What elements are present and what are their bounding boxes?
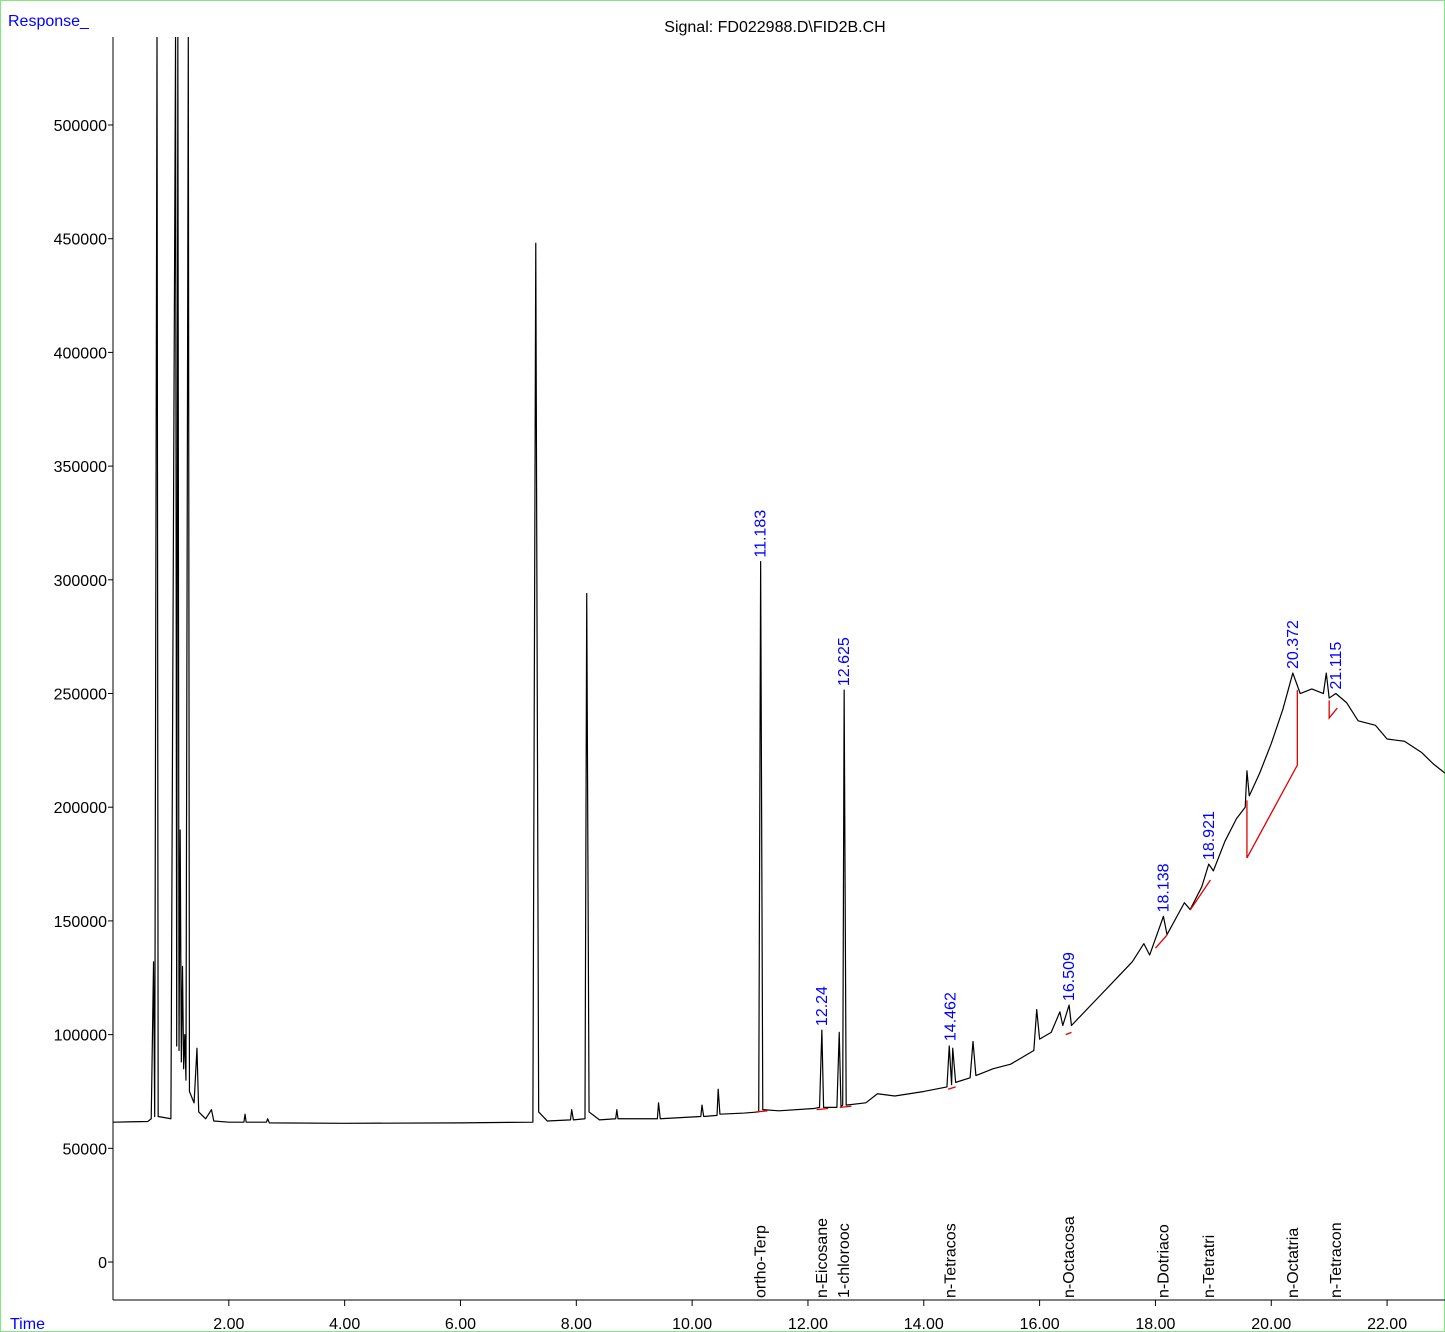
- y-tick-label: 0: [98, 1255, 107, 1272]
- compound-label: n-Octacosa: [1061, 1216, 1078, 1298]
- y-tick-label: 50000: [63, 1141, 108, 1158]
- y-tick-label: 250000: [54, 687, 107, 704]
- compound-label: n-Octatria: [1285, 1228, 1302, 1298]
- peak-time-label: 18.921: [1201, 811, 1218, 860]
- integration-baseline: [816, 1107, 829, 1111]
- x-tick-label: 8.00: [561, 1316, 592, 1332]
- compound-label: n-Tetratri: [1201, 1235, 1218, 1298]
- plot-area: [113, 37, 1445, 1124]
- y-tick-label: 150000: [54, 914, 107, 931]
- y-tick-label: 300000: [54, 573, 107, 590]
- peak-time-label: 20.372: [1285, 620, 1302, 669]
- y-tick-label: 350000: [54, 459, 107, 476]
- y-tick-label: 450000: [54, 232, 107, 249]
- integration-baseline: [839, 1105, 852, 1109]
- x-tick-label: 4.00: [329, 1316, 360, 1332]
- x-tick-label: 22.00: [1367, 1316, 1407, 1332]
- peak-time-label: 12.625: [836, 637, 853, 686]
- peak-time-label: 11.183: [753, 510, 770, 558]
- integration-baseline: [1154, 934, 1168, 949]
- peak-time-label: 16.509: [1061, 952, 1078, 1001]
- y-tick-label: 200000: [54, 800, 107, 817]
- compound-label: 1-chlorooc: [836, 1223, 853, 1298]
- x-tick-label: 14.00: [904, 1316, 944, 1332]
- compound-label: ortho-Terp: [753, 1225, 770, 1298]
- integration-baseline: [1065, 1031, 1072, 1036]
- integration-baseline: [1328, 700, 1338, 720]
- y-tick-label: 500000: [54, 118, 107, 135]
- x-tick-label: 18.00: [1135, 1316, 1175, 1332]
- compound-label: n-Tetracos: [943, 1223, 960, 1298]
- signal-trace: [113, 37, 1445, 1124]
- integration-baseline: [947, 1086, 956, 1090]
- integration-baseline: [1189, 879, 1211, 911]
- chart-title: Signal: FD022988.D\FID2B.CH: [664, 19, 885, 36]
- compound-label: n-Tetracon: [1328, 1222, 1345, 1298]
- x-tick-label: 12.00: [788, 1316, 828, 1332]
- peak-time-label: 18.138: [1155, 863, 1172, 912]
- peak-time-label: 21.115: [1328, 642, 1345, 690]
- x-tick-label: 16.00: [1020, 1316, 1060, 1332]
- y-axis-label: Response_: [8, 13, 90, 30]
- integration-baseline: [1246, 690, 1298, 859]
- peak-time-label: 14.462: [943, 992, 960, 1041]
- integration-baseline: [755, 1110, 768, 1113]
- x-axis-label: Time: [10, 1316, 45, 1332]
- peak-time-label: 12.24: [814, 986, 831, 1026]
- y-tick-label: 100000: [54, 1028, 107, 1045]
- compound-label: n-Dotriaco: [1155, 1224, 1172, 1298]
- y-tick-label: 400000: [54, 345, 107, 362]
- x-tick-label: 20.00: [1251, 1316, 1291, 1332]
- x-tick-label: 10.00: [672, 1316, 712, 1332]
- x-tick-label: 2.00: [213, 1316, 244, 1332]
- x-tick-label: 6.00: [445, 1316, 476, 1332]
- compound-label: n-Eicosane: [814, 1218, 831, 1298]
